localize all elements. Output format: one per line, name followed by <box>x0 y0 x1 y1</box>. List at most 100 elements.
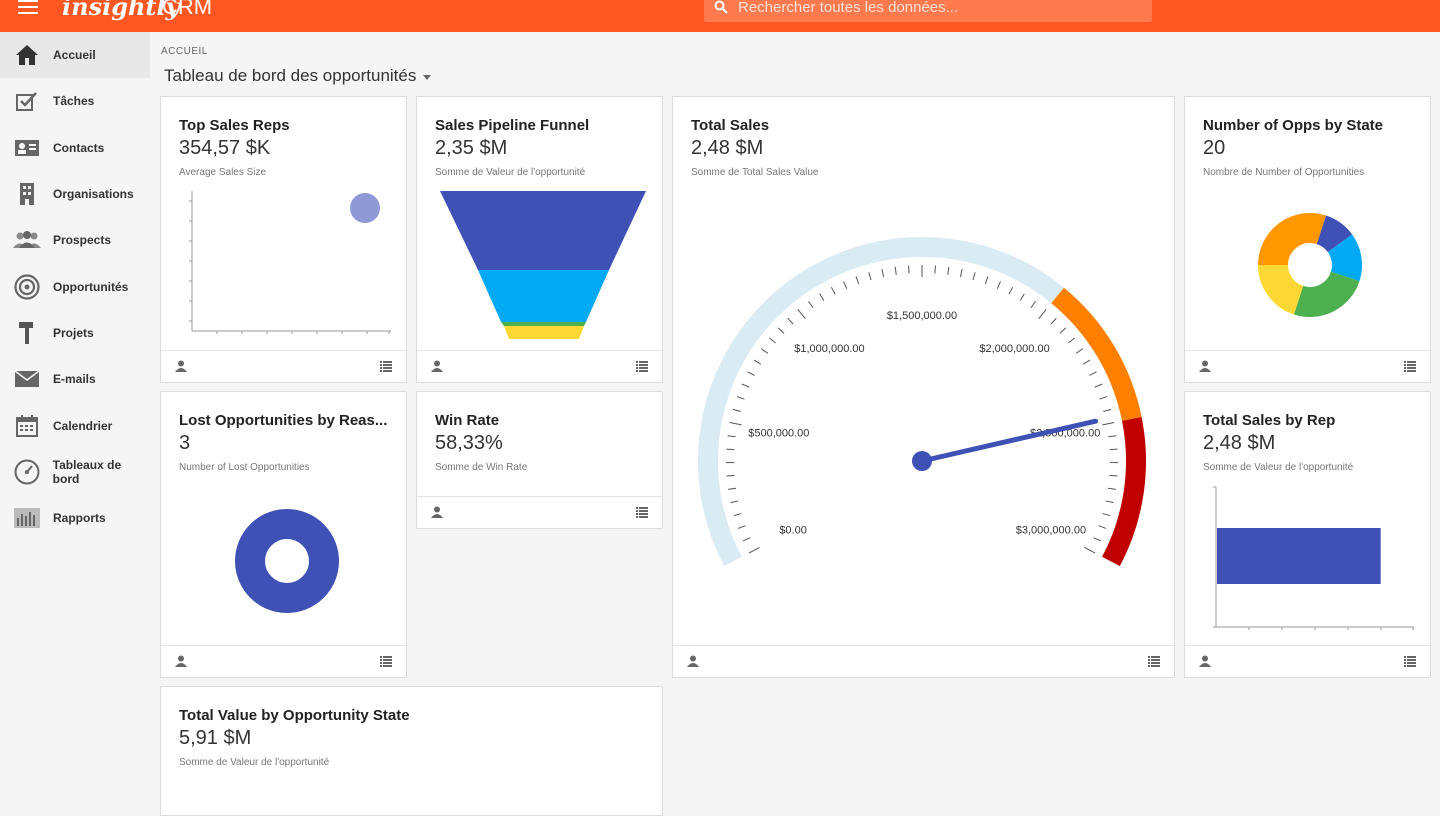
sidebar-item-label: Contacts <box>53 141 104 155</box>
funnel-segment[interactable] <box>501 322 586 326</box>
card-footer <box>417 496 662 528</box>
gauge-band <box>1111 419 1136 562</box>
list-icon[interactable] <box>1404 656 1416 667</box>
card-sales-pipeline-funnel[interactable]: Sales Pipeline Funnel 2,35 $M Somme de V… <box>416 96 663 383</box>
gauge-tick <box>882 269 884 277</box>
search-box[interactable] <box>704 0 1152 22</box>
scatter-point[interactable] <box>350 193 380 223</box>
donut-slice[interactable] <box>1340 243 1347 276</box>
card-title: Win Rate <box>435 412 499 429</box>
list-icon[interactable] <box>1148 656 1160 667</box>
gauge-tick <box>909 265 910 273</box>
gauge-tick <box>1089 372 1096 376</box>
search-icon <box>714 0 728 14</box>
gauge-tick <box>1099 526 1107 529</box>
scatter-chart <box>161 97 407 347</box>
sidebar-item-label: E-mails <box>53 372 96 386</box>
card-value: 5,91 $M <box>179 727 251 750</box>
gauge-tick <box>1051 318 1056 324</box>
list-icon[interactable] <box>380 656 392 667</box>
card-total-value-by-state[interactable]: Total Value by Opportunity State 5,91 $M… <box>160 686 663 816</box>
sidebar-item-label: Rapports <box>53 511 106 525</box>
gauge-tick <box>798 309 806 318</box>
list-icon[interactable] <box>636 507 648 518</box>
card-win-rate[interactable]: Win Rate 58,33% Somme de Win Rate <box>416 391 663 529</box>
card-footer <box>161 645 406 677</box>
gauge-tick <box>743 538 750 541</box>
sidebar-item-tableaux-de-bord[interactable]: Tableaux de bord <box>0 449 150 495</box>
gauge-tick <box>895 267 896 275</box>
user-icon[interactable] <box>1199 655 1211 667</box>
sidebar-item-accueil[interactable]: Accueil <box>0 32 150 78</box>
gauge-tick <box>769 338 775 343</box>
user-icon[interactable] <box>175 360 187 372</box>
sidebar-item-taches[interactable]: Tâches <box>0 78 150 124</box>
page-title: Tableau de bord des opportunités <box>164 66 416 86</box>
gauge-label: $1,000,000.00 <box>794 343 864 355</box>
gauge-tick <box>730 422 742 424</box>
gauge-hub <box>912 451 932 471</box>
gauge-tick <box>1009 287 1013 294</box>
gauge-tick <box>737 397 745 400</box>
funnel-segment[interactable] <box>478 270 609 322</box>
list-icon[interactable] <box>380 361 392 372</box>
gauge-tick <box>749 547 760 553</box>
card-opps-by-state[interactable]: Number of Opps by State 20 Nombre de Num… <box>1184 96 1431 383</box>
gauge-tick <box>1103 513 1111 515</box>
card-lost-opportunities[interactable]: Lost Opportunities by Reas... 3 Number o… <box>160 391 407 678</box>
user-icon[interactable] <box>175 655 187 667</box>
tasks-icon <box>12 88 42 114</box>
card-total-sales[interactable]: Total Sales 2,48 $M Somme de Total Sales… <box>672 96 1175 678</box>
sidebar-item-rapports[interactable]: Rapports <box>0 495 150 541</box>
gauge-tick <box>738 526 746 529</box>
funnel-segment[interactable] <box>504 326 584 339</box>
gauge-needle <box>922 421 1096 461</box>
gauge-tick <box>844 281 847 288</box>
donut-slice[interactable] <box>1273 228 1321 265</box>
bar-chart <box>1185 392 1431 642</box>
user-icon[interactable] <box>431 506 443 518</box>
card-total-sales-by-rep[interactable]: Total Sales by Rep 2,48 $M Somme de Vale… <box>1184 391 1431 678</box>
gauge-tick <box>727 475 735 476</box>
gauge-tick <box>1031 301 1036 308</box>
bar[interactable] <box>1217 528 1381 584</box>
gauge-tick <box>1100 397 1108 400</box>
breadcrumb[interactable]: ACCUEIL <box>161 46 208 57</box>
gauge-tick <box>1068 338 1074 343</box>
dashboard-selector[interactable]: Tableau de bord des opportunités <box>164 66 431 86</box>
user-icon[interactable] <box>687 655 699 667</box>
gauge-tick <box>730 501 738 503</box>
gauge-tick <box>778 328 784 333</box>
user-icon[interactable] <box>431 360 443 372</box>
donut-slice[interactable] <box>1321 230 1340 243</box>
sidebar-item-calendrier[interactable]: Calendrier <box>0 402 150 448</box>
donut-slice[interactable] <box>250 524 324 598</box>
sidebar-item-prospects[interactable]: Prospects <box>0 217 150 263</box>
gauge-tick <box>808 301 813 308</box>
gauge-tick <box>1076 349 1083 354</box>
user-icon[interactable] <box>1199 360 1211 372</box>
gauge-tick <box>1108 436 1116 437</box>
gauge-tick <box>1094 538 1101 541</box>
gauge-tick <box>733 409 741 411</box>
list-icon[interactable] <box>1404 361 1416 372</box>
donut-slice[interactable] <box>1299 276 1346 302</box>
gauge-tick <box>820 294 824 301</box>
gauge-tick <box>948 267 949 275</box>
card-subtitle: Somme de Win Rate <box>435 462 527 473</box>
sidebar-item-label: Opportunités <box>53 280 128 294</box>
donut-slice[interactable] <box>1273 265 1299 300</box>
menu-icon[interactable] <box>18 0 38 14</box>
card-top-sales-reps[interactable]: Top Sales Reps 354,57 $K Average Sales S… <box>160 96 407 383</box>
sidebar-item-organisations[interactable]: Organisations <box>0 171 150 217</box>
funnel-segment[interactable] <box>440 191 646 270</box>
gauge-label: $3,000,000.00 <box>1016 525 1086 537</box>
sidebar-item-projets[interactable]: Projets <box>0 310 150 356</box>
list-icon[interactable] <box>636 361 648 372</box>
card-subtitle: Somme de Valeur de l'opportunité <box>179 757 329 768</box>
sidebar-item-contacts[interactable]: Contacts <box>0 125 150 171</box>
gauge-tick <box>1109 475 1117 476</box>
sidebar-item-opportunites[interactable]: Opportunités <box>0 263 150 309</box>
search-input[interactable] <box>738 0 1138 16</box>
sidebar-item-emails[interactable]: E-mails <box>0 356 150 402</box>
